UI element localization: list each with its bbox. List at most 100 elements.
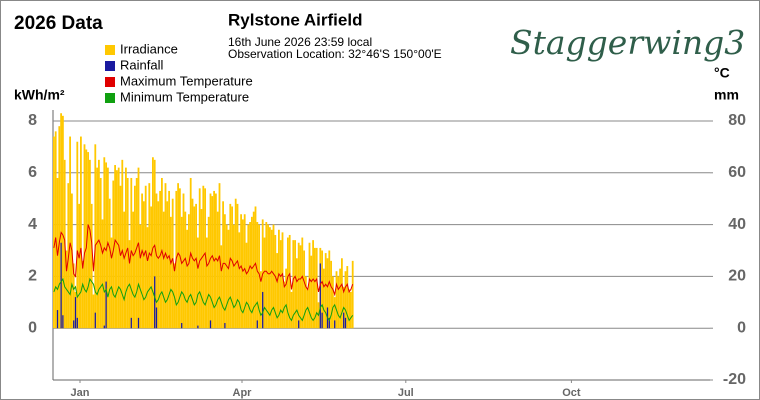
y-tick-label: 6 [28, 164, 37, 181]
bar [324, 253, 327, 329]
y-tick-label: 4 [28, 216, 37, 233]
bar [350, 291, 352, 329]
legend-label: Irradiance [120, 41, 178, 56]
bar [105, 162, 107, 329]
bar [265, 222, 268, 329]
bar [53, 136, 55, 329]
bar [211, 196, 214, 329]
bar [335, 271, 338, 329]
bar [195, 203, 197, 329]
bar [301, 237, 304, 329]
bar [56, 310, 59, 329]
bar [343, 312, 345, 329]
bar [254, 206, 257, 329]
bar [155, 307, 158, 329]
y2-tick-label: 20 [728, 268, 746, 285]
bar [344, 271, 347, 329]
bar [227, 229, 230, 329]
bar [171, 198, 174, 329]
bar [243, 214, 246, 329]
bar [135, 177, 138, 329]
bar [337, 276, 340, 329]
bar [170, 216, 172, 329]
bar [209, 193, 212, 329]
bar [333, 297, 336, 329]
bar [256, 222, 259, 329]
bar [186, 229, 188, 329]
bar [143, 201, 145, 329]
bar [137, 317, 140, 329]
bar [225, 224, 228, 329]
x-tick-label: Jul [398, 387, 414, 399]
bar [260, 271, 262, 329]
bar [179, 188, 181, 329]
bar [112, 180, 115, 329]
bar [130, 317, 132, 329]
y2-tick-label: 0 [737, 319, 746, 336]
y-axis-label: kWh/m² [14, 87, 65, 103]
bar [188, 214, 190, 329]
bar [276, 253, 278, 329]
bar [137, 167, 140, 329]
bar [191, 198, 194, 329]
bar [197, 325, 199, 329]
legend-swatch [105, 45, 115, 55]
bar [326, 258, 329, 329]
bar [92, 294, 95, 329]
bar [256, 320, 258, 329]
bar [297, 242, 300, 329]
legend-swatch [105, 77, 115, 87]
bar [107, 167, 109, 329]
bar [71, 193, 73, 329]
bar [346, 266, 349, 329]
bar [155, 193, 158, 329]
bar [146, 227, 149, 329]
legend-swatch [105, 93, 115, 103]
bar [73, 320, 75, 329]
bar [105, 281, 107, 329]
bar [90, 203, 93, 329]
bar [96, 167, 98, 329]
bar [285, 268, 287, 329]
bar [98, 159, 100, 329]
bar [344, 317, 347, 329]
bar [74, 297, 77, 329]
bar [296, 258, 298, 329]
legend-label: Maximum Temperature [120, 73, 253, 88]
logo: Staggerwing3 [510, 23, 745, 62]
bar [114, 165, 116, 329]
bar [76, 317, 78, 329]
bar [251, 216, 253, 329]
bar [267, 224, 269, 329]
bar [62, 315, 64, 329]
bar [126, 177, 129, 329]
bar [132, 211, 134, 329]
bar [351, 260, 354, 329]
bar [166, 201, 169, 329]
bar [272, 224, 275, 329]
bar [305, 276, 307, 329]
bar [103, 325, 105, 329]
bar [224, 323, 226, 329]
bar [108, 198, 111, 329]
bar [152, 157, 154, 329]
bar [99, 177, 102, 329]
subtitle: 16th June 2026 23:59 local [228, 35, 372, 49]
bar [193, 206, 196, 329]
bar [180, 216, 183, 329]
bar [215, 193, 217, 329]
bar [85, 149, 88, 329]
bar [240, 214, 242, 329]
bar [94, 144, 97, 329]
bar [236, 203, 239, 329]
bar [139, 224, 142, 329]
bar [330, 260, 332, 329]
bar [200, 209, 203, 329]
bar [290, 291, 293, 329]
bar [310, 255, 313, 329]
bar [60, 242, 62, 329]
y-tick-label: 0 [28, 319, 37, 336]
bar [125, 167, 127, 329]
bar [274, 234, 277, 329]
bar [303, 250, 305, 329]
